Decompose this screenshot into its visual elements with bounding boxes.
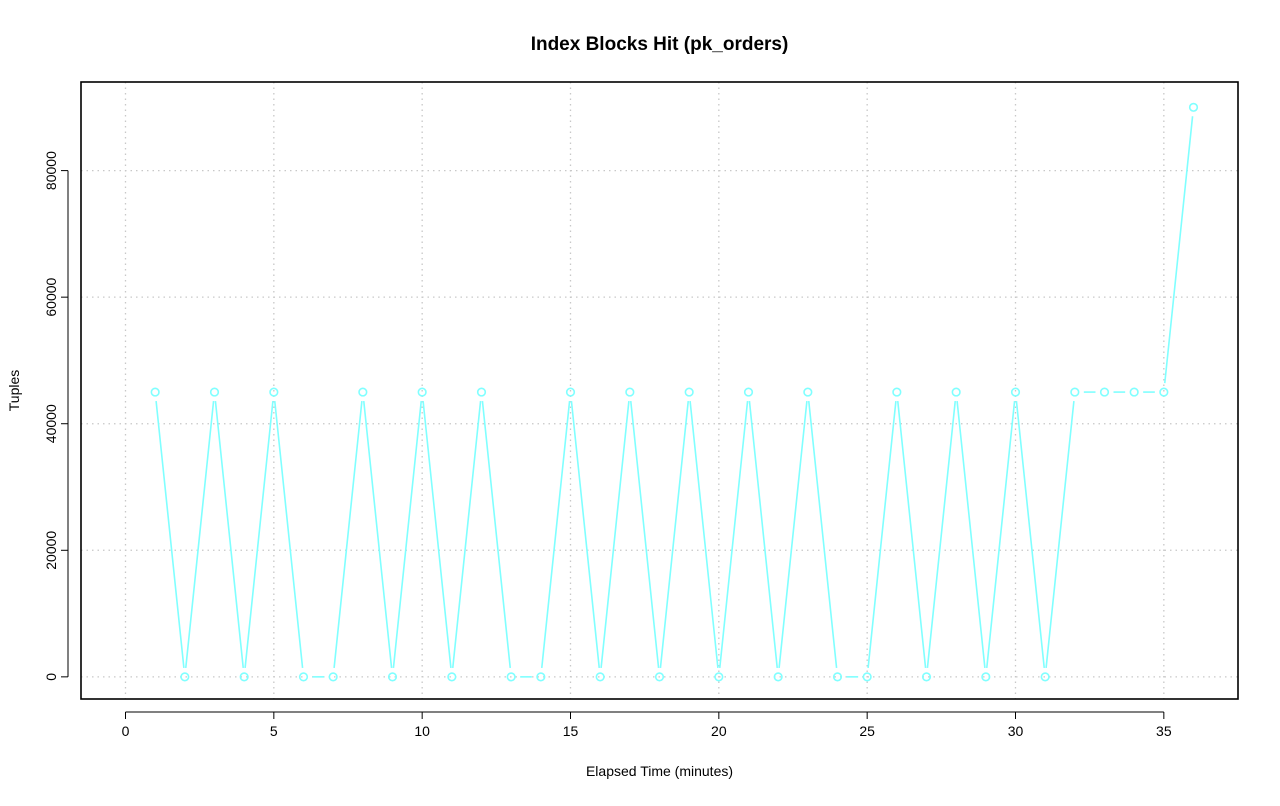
series-segment xyxy=(985,400,1016,668)
data-point xyxy=(1040,672,1050,682)
x-tick-label: 0 xyxy=(122,723,130,739)
series-segment xyxy=(422,400,452,668)
data-point xyxy=(476,387,487,397)
y-tick-label: 60000 xyxy=(43,277,59,316)
x-axis-label: Elapsed Time (minutes) xyxy=(586,763,733,779)
series-segment xyxy=(333,400,363,668)
data-point xyxy=(892,387,902,397)
plot-frame xyxy=(80,81,1239,700)
series-segment xyxy=(184,400,215,668)
series-segment xyxy=(659,400,690,668)
data-point xyxy=(447,672,457,682)
x-tick-label: 25 xyxy=(859,723,875,739)
x-tick-label: 5 xyxy=(270,723,278,739)
data-point xyxy=(684,387,694,397)
data-point xyxy=(565,387,576,397)
data-point xyxy=(387,672,398,682)
series-segment xyxy=(748,400,779,668)
data-point xyxy=(921,672,932,682)
y-axis: 0 20000 40000 60000 80000 xyxy=(43,151,69,681)
data-point xyxy=(1129,387,1139,397)
x-tick-label: 35 xyxy=(1156,723,1172,739)
data-point xyxy=(1188,102,1199,112)
series-segment xyxy=(1015,400,1046,668)
series-segment xyxy=(273,400,304,668)
x-axis: 0 5 10 15 20 25 30 35 xyxy=(122,711,1172,739)
series-segment xyxy=(718,400,749,668)
data-point xyxy=(1159,387,1169,397)
data-point xyxy=(625,387,635,397)
data-point xyxy=(654,672,665,682)
series-segment xyxy=(600,400,630,668)
series-segment xyxy=(807,400,838,668)
series-segment xyxy=(540,400,571,668)
series-segment xyxy=(244,400,274,668)
series-segment xyxy=(451,400,482,668)
data-point xyxy=(832,672,843,682)
series-segment xyxy=(896,400,927,668)
data-point xyxy=(1010,387,1021,397)
series-segment xyxy=(1163,116,1194,384)
data-point xyxy=(951,387,961,397)
data-point xyxy=(328,672,338,682)
data-point xyxy=(180,672,190,682)
series-segment xyxy=(392,400,423,668)
data-point xyxy=(743,387,754,397)
series-segment xyxy=(1045,400,1075,668)
data-point xyxy=(209,387,220,397)
data-point xyxy=(536,672,546,682)
data-point xyxy=(773,672,783,682)
series-segment xyxy=(689,400,719,668)
y-tick-label: 20000 xyxy=(43,531,59,570)
chart-title: Index Blocks Hit (pk_orders) xyxy=(531,34,789,55)
data-point xyxy=(298,672,309,682)
series-segment xyxy=(362,400,393,668)
y-axis-label: Tuples xyxy=(6,370,22,412)
data-point xyxy=(239,672,249,682)
series-segment xyxy=(778,400,808,668)
series-segment xyxy=(155,400,185,668)
data-point xyxy=(1070,387,1080,397)
y-tick-label: 80000 xyxy=(43,151,59,190)
series-segment xyxy=(867,400,897,668)
data-point xyxy=(714,672,724,682)
series-segment xyxy=(629,400,660,668)
data-point xyxy=(862,672,872,682)
x-tick-label: 30 xyxy=(1008,723,1024,739)
data-point xyxy=(506,672,516,682)
data-point xyxy=(269,387,279,397)
data-point xyxy=(803,387,813,397)
series-layer xyxy=(150,102,1199,682)
series-segment xyxy=(481,400,512,668)
x-tick-label: 15 xyxy=(563,723,579,739)
series-segment xyxy=(926,400,957,668)
data-point xyxy=(1099,387,1110,397)
y-tick-label: 0 xyxy=(43,673,59,681)
data-point xyxy=(595,672,605,682)
data-point xyxy=(358,387,368,397)
data-point xyxy=(150,387,160,397)
series-segment xyxy=(570,400,601,668)
data-point xyxy=(417,387,427,397)
x-tick-label: 20 xyxy=(711,723,727,739)
y-tick-label: 40000 xyxy=(43,404,59,443)
series-segment xyxy=(214,400,245,668)
grid xyxy=(81,82,1238,699)
data-point xyxy=(981,672,991,682)
x-tick-label: 10 xyxy=(414,723,430,739)
series-segment xyxy=(956,400,986,668)
